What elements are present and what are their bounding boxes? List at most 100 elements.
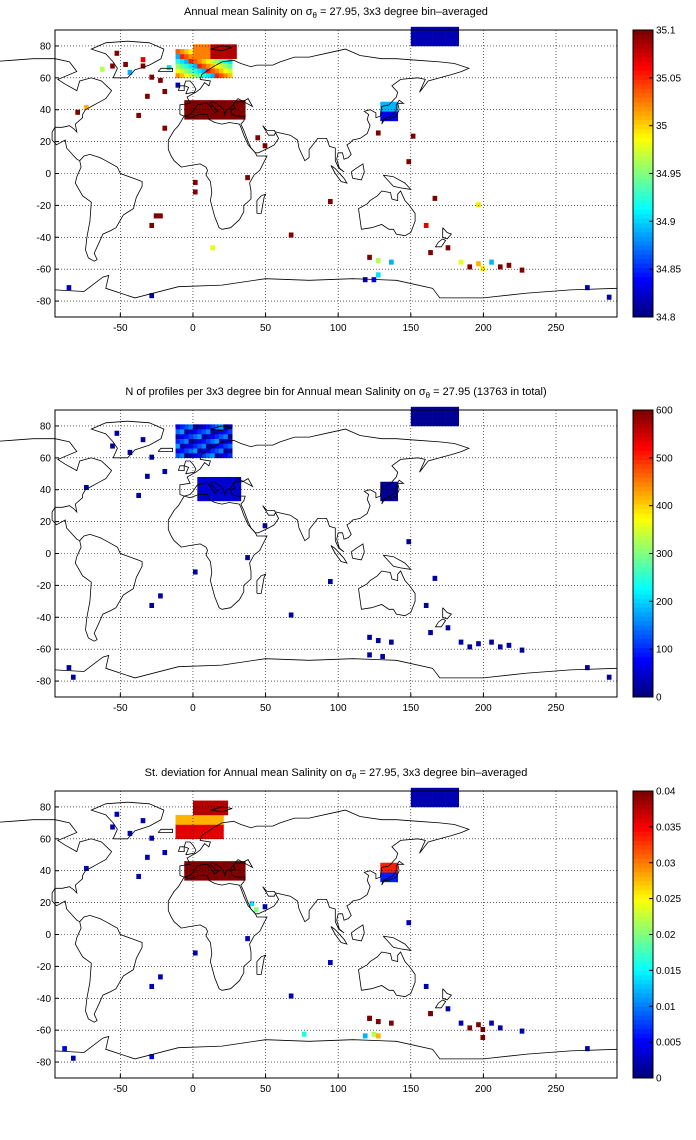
data-bin <box>415 416 420 422</box>
coastline <box>179 428 471 553</box>
colorbar-swatch <box>633 432 653 438</box>
data-bin <box>192 114 198 120</box>
data-bin <box>227 496 233 502</box>
data-bin <box>419 797 425 803</box>
data-bin <box>219 875 224 881</box>
data-bin <box>206 819 211 825</box>
y-tick-label: 0 <box>45 169 51 180</box>
data-bin <box>192 870 198 876</box>
data-bin <box>188 819 194 825</box>
data-bin <box>210 829 216 835</box>
data-bin <box>192 448 198 454</box>
data-bin <box>179 49 185 55</box>
data-bin <box>489 639 494 645</box>
data-bin <box>140 818 146 824</box>
data-bin <box>219 433 224 439</box>
data-bin <box>454 406 460 412</box>
x-tick-label: 150 <box>402 703 419 714</box>
data-bin <box>227 73 233 79</box>
data-bin <box>192 109 198 115</box>
data-bin <box>84 484 89 491</box>
data-bin <box>206 73 211 79</box>
data-bin <box>410 802 416 808</box>
data-bin <box>206 453 211 459</box>
colorbar-swatch <box>633 88 653 94</box>
data-bin <box>454 416 460 422</box>
coastline <box>0 438 113 542</box>
data-bin <box>188 429 194 435</box>
x-tick-label: 250 <box>548 1084 565 1095</box>
data-bin <box>188 824 194 830</box>
data-bin <box>450 411 455 417</box>
data-bin <box>201 829 207 835</box>
data-bin <box>255 135 261 141</box>
coastline <box>381 99 405 125</box>
data-bin <box>445 802 451 808</box>
data-bin <box>197 476 202 483</box>
data-bin <box>70 1055 76 1061</box>
colorbar-swatch <box>633 925 653 931</box>
colorbar-swatch <box>633 557 653 563</box>
colorbar-swatch <box>633 267 653 273</box>
data-bin <box>432 575 438 581</box>
data-bin <box>158 974 163 980</box>
colorbar-swatch <box>633 142 653 148</box>
data-bin <box>432 411 438 417</box>
panel-title: N of profiles per 3x3 degree bin for Ann… <box>125 386 547 401</box>
data-bin <box>214 114 220 120</box>
colorbar-tick-label: 0 <box>656 1074 662 1085</box>
data-bin <box>192 424 198 430</box>
colorbar-swatch <box>633 191 653 197</box>
std-deviation-panel: St. deviation for Annual mean Salinity o… <box>0 761 696 1101</box>
profile-count-colorbar: 0 100 200 300 400 500 600 <box>632 406 673 704</box>
data-bin <box>454 411 460 417</box>
data-bin <box>197 433 202 439</box>
colorbar-swatch <box>633 898 653 904</box>
colorbar-swatch <box>633 831 653 837</box>
data-bin <box>206 476 211 483</box>
data-bin <box>445 1006 451 1012</box>
data-bin <box>223 491 229 497</box>
data-bin <box>384 496 390 502</box>
colorbar-swatch <box>633 436 653 442</box>
data-bin <box>188 834 194 840</box>
data-bin <box>210 810 216 816</box>
colorbar-tick-label: 600 <box>656 406 673 417</box>
data-bin <box>428 797 433 803</box>
data-bin <box>219 819 224 825</box>
colorbar-swatch <box>633 571 653 577</box>
colorbar-swatch <box>633 182 653 188</box>
colorbar-swatch <box>633 575 653 581</box>
colorbar-swatch <box>633 115 653 121</box>
data-bin <box>380 101 385 107</box>
colorbar-swatch <box>633 213 653 219</box>
colorbar-tick-label: 35.05 <box>656 73 681 84</box>
colorbar-tick-label: 0.04 <box>656 787 676 798</box>
data-bin <box>192 829 198 835</box>
colorbar-swatch <box>633 688 653 694</box>
data-bin <box>240 104 246 111</box>
data-bin <box>328 579 333 585</box>
coastline <box>350 924 365 942</box>
data-bin <box>367 634 372 640</box>
coastline <box>74 153 143 262</box>
y-tick-label: -80 <box>37 1058 52 1069</box>
coastline <box>183 841 197 856</box>
data-bin <box>436 411 442 417</box>
map-frame <box>54 29 618 318</box>
colorbar-swatch <box>633 299 653 305</box>
data-bin <box>219 109 224 115</box>
data-bin <box>384 116 390 122</box>
colorbar-tick-label: 0 <box>656 693 662 704</box>
coastline <box>90 801 165 840</box>
colorbar-swatch <box>633 634 653 640</box>
y-tick-label: -20 <box>37 581 52 592</box>
data-bin <box>179 63 185 69</box>
data-bin <box>140 437 146 443</box>
data-bin <box>432 797 438 803</box>
data-bin <box>445 245 451 251</box>
data-bin <box>519 647 525 653</box>
data-bin <box>214 104 220 111</box>
data-bin <box>436 31 442 37</box>
